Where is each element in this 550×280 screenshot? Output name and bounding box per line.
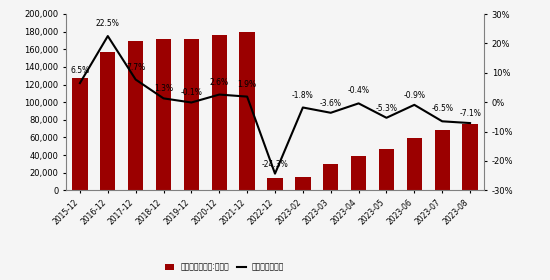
- Text: 1.9%: 1.9%: [238, 80, 257, 89]
- Bar: [379, 149, 394, 190]
- Bar: [351, 156, 366, 190]
- Bar: [406, 138, 422, 190]
- Text: -6.5%: -6.5%: [431, 104, 453, 113]
- Bar: [434, 130, 450, 190]
- Bar: [267, 178, 283, 190]
- Text: -24.3%: -24.3%: [262, 160, 288, 169]
- Text: -0.9%: -0.9%: [403, 91, 425, 100]
- Text: -3.6%: -3.6%: [320, 99, 342, 108]
- Text: 1.3%: 1.3%: [154, 84, 173, 93]
- Text: -0.4%: -0.4%: [348, 87, 370, 95]
- Bar: [100, 52, 116, 190]
- Bar: [184, 39, 199, 190]
- Bar: [239, 32, 255, 190]
- Bar: [323, 164, 338, 190]
- Bar: [156, 39, 171, 190]
- Text: -7.1%: -7.1%: [459, 109, 481, 118]
- Text: 22.5%: 22.5%: [96, 19, 120, 28]
- Text: 2.6%: 2.6%: [210, 78, 229, 87]
- Legend: 商品房销售面积:累计值, 累计同比；右轴: 商品房销售面积:累计值, 累计同比；右轴: [162, 260, 288, 275]
- Text: 6.5%: 6.5%: [70, 66, 90, 75]
- Bar: [72, 78, 87, 190]
- Bar: [295, 177, 311, 190]
- Bar: [128, 41, 144, 190]
- Text: -5.3%: -5.3%: [376, 104, 398, 113]
- Bar: [463, 124, 478, 190]
- Text: -0.1%: -0.1%: [180, 88, 202, 97]
- Text: -1.8%: -1.8%: [292, 90, 313, 100]
- Text: 7.7%: 7.7%: [126, 63, 145, 72]
- Bar: [212, 35, 227, 190]
